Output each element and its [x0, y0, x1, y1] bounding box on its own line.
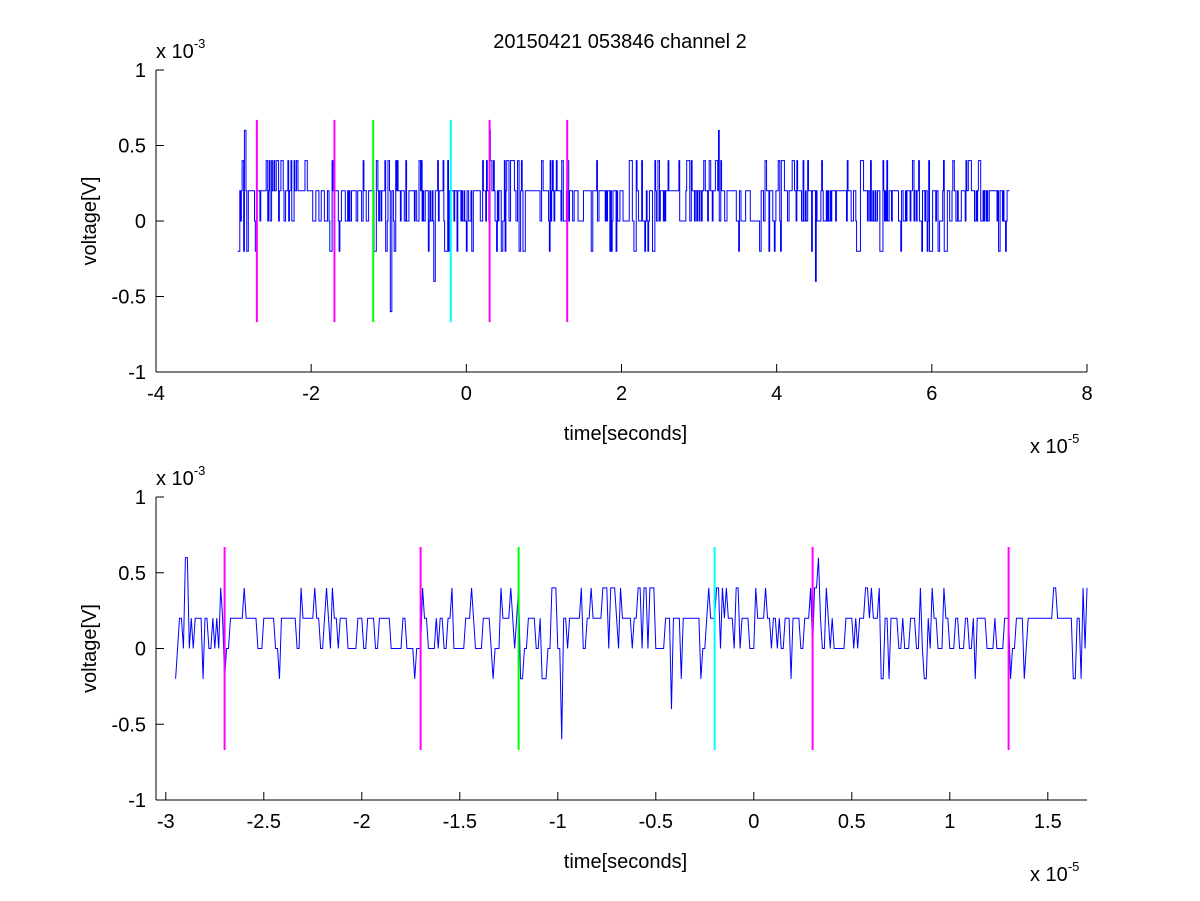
y-multiplier-label: x 10-3: [156, 36, 205, 63]
y-tick-label: 0.5: [118, 136, 146, 158]
x-multiplier-exp: -5: [1068, 859, 1080, 874]
x-axis-label: time[seconds]: [564, 423, 687, 445]
x-multiplier-base: x 10: [1030, 864, 1068, 886]
x-multiplier-exp: -5: [1068, 431, 1080, 446]
y-multiplier-base: x 10: [156, 41, 194, 63]
x-tick-label: 2: [616, 383, 627, 405]
y-tick-label: -1: [128, 790, 146, 812]
x-axis-label: time[seconds]: [564, 851, 687, 873]
y-tick-label: 0: [135, 639, 146, 661]
x-tick-label: 0.5: [838, 811, 866, 833]
y-tick-label: -0.5: [112, 714, 146, 736]
y-tick-label: 1: [135, 60, 146, 82]
x-tick-label: 0: [461, 383, 472, 405]
x-tick-label: 1: [944, 811, 955, 833]
x-tick-label: 1.5: [1034, 811, 1062, 833]
y-tick-label: -0.5: [112, 287, 146, 309]
y-tick-label: 0.5: [118, 563, 146, 585]
y-multiplier-label: x 10-3: [156, 463, 205, 490]
x-tick-label: -1: [549, 811, 567, 833]
y-multiplier-exp: -3: [194, 36, 206, 51]
x-tick-label: -1.5: [443, 811, 477, 833]
signal-line: [175, 557, 1088, 740]
x-tick-label: -2.5: [247, 811, 281, 833]
x-tick-label: 8: [1081, 383, 1092, 405]
x-tick-label: 4: [771, 383, 782, 405]
signal-line: [237, 129, 1010, 313]
x-tick-label: -2: [302, 383, 320, 405]
x-tick-label: -0.5: [639, 811, 673, 833]
x-tick-label: -2: [353, 811, 371, 833]
x-multiplier-label: x 10-5: [1030, 431, 1079, 458]
y-tick-label: -1: [128, 362, 146, 384]
x-tick-label: 0: [748, 811, 759, 833]
x-tick-label: 6: [926, 383, 937, 405]
x-multiplier-label: x 10-5: [1030, 859, 1079, 886]
figure-title: 20150421 053846 channel 2: [493, 31, 747, 53]
plot-bottom: -3 -2.5 -2 -1.5 -1 -0.5 0 0.5 1 1.5 -1 -0.5 0 0.5 1 tim…: [79, 463, 1088, 886]
x-tick-label: -3: [157, 811, 175, 833]
y-tick-label: 0: [135, 211, 146, 233]
y-axis-label: voltage[V]: [79, 604, 101, 693]
x-multiplier-base: x 10: [1030, 436, 1068, 458]
y-multiplier-base: x 10: [156, 468, 194, 490]
y-axis-label: voltage[V]: [79, 177, 101, 266]
y-tick-label: 1: [135, 487, 146, 509]
y-multiplier-exp: -3: [194, 463, 206, 478]
x-tick-label: -4: [147, 383, 165, 405]
plot-top: -4 -2 0 2 4 6 8 -1 -0.5 0 0.5 1 time[seconds] voltage…: [79, 36, 1093, 458]
